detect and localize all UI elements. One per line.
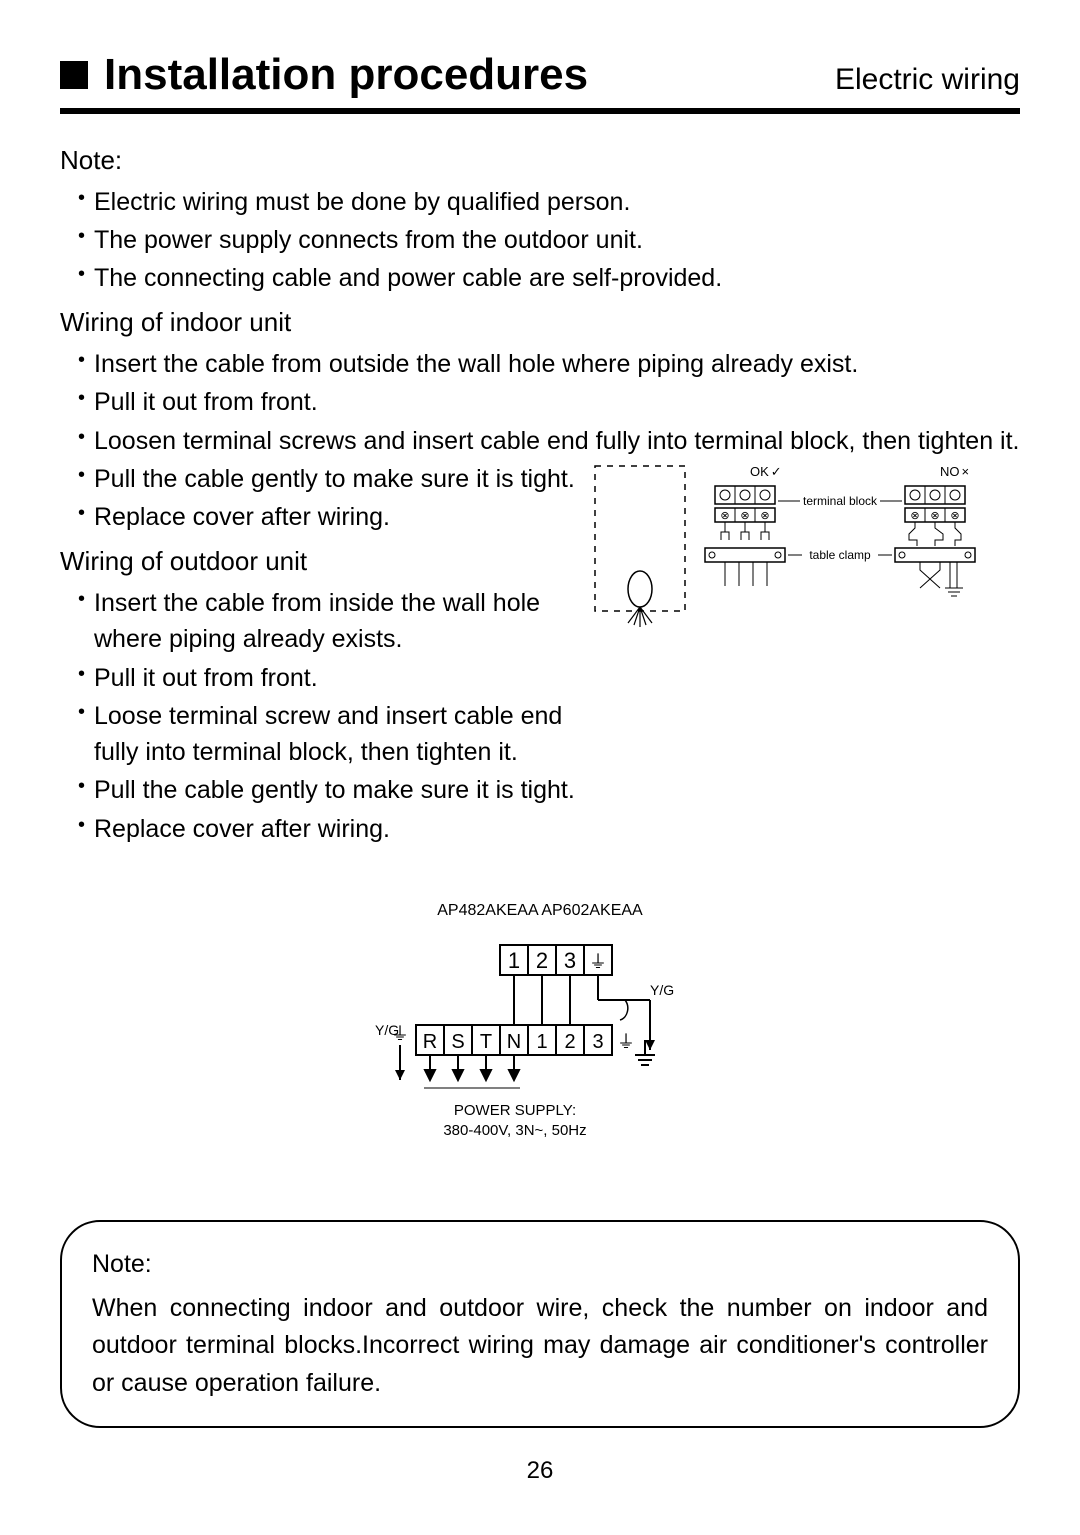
wiring-diagram: AP482AKEAA AP602AKEAA 1 2 3 ⏚ Y/G [60, 899, 1020, 1160]
svg-text:⊗: ⊗ [740, 510, 749, 522]
power-supply-label: POWER SUPPLY: [454, 1102, 576, 1119]
list-item: Replace cover after wiring. [78, 811, 590, 847]
ok-label: OK✓ [750, 464, 782, 479]
svg-text:2: 2 [564, 1031, 575, 1053]
main-title: Installation procedures [104, 50, 588, 100]
list-item: Insert the cable from outside the wall h… [78, 346, 1020, 382]
svg-text:⊗: ⊗ [950, 510, 959, 522]
page-subtitle: Electric wiring [835, 63, 1020, 97]
svg-text:⏚: ⏚ [617, 1032, 635, 1052]
model-labels: AP482AKEAA AP602AKEAA [437, 899, 642, 922]
svg-text:2: 2 [536, 948, 548, 973]
svg-text:1: 1 [536, 1031, 547, 1053]
note-label: Note: [60, 142, 1020, 180]
list-item: Pull the cable gently to make sure it is… [78, 461, 590, 497]
list-item: Insert the cable from inside the wall ho… [78, 585, 590, 658]
list-item: The power supply connects from the outdo… [78, 222, 1020, 258]
svg-text:R: R [423, 1031, 437, 1053]
indoor-list: Insert the cable from outside the wall h… [60, 346, 1020, 459]
power-supply-spec: 380-400V, 3N~, 50Hz [443, 1122, 586, 1139]
header-rule [60, 108, 1020, 114]
svg-text:⏚: ⏚ [589, 952, 607, 972]
page-header: Installation procedures Electric wiring [60, 50, 1020, 100]
note-box: Note: When connecting indoor and outdoor… [60, 1220, 1020, 1428]
svg-text:1: 1 [508, 948, 520, 973]
svg-text:⊗: ⊗ [910, 510, 919, 522]
svg-text:⏚: ⏚ [391, 1024, 409, 1044]
indoor-list-cont: Pull the cable gently to make sure it is… [60, 461, 590, 536]
list-item: The connecting cable and power cable are… [78, 260, 1020, 296]
list-item: Pull it out from front. [78, 384, 1020, 420]
indoor-label: Wiring of indoor unit [60, 304, 1020, 342]
table-clamp-label: table clamp [809, 548, 871, 562]
svg-text:N: N [507, 1031, 521, 1053]
svg-text:3: 3 [564, 948, 576, 973]
svg-text:S: S [451, 1031, 464, 1053]
list-item: Pull it out from front. [78, 660, 590, 696]
list-item: Pull the cable gently to make sure it is… [78, 772, 590, 808]
yg-label-right: Y/G [650, 982, 674, 998]
list-item: Electric wiring must be done by qualifie… [78, 184, 1020, 220]
outdoor-list: Insert the cable from inside the wall ho… [60, 585, 590, 847]
outdoor-label: Wiring of outdoor unit [60, 543, 590, 581]
terminal-diagram: OK✓ ⊗ ⊗ ⊗ [590, 461, 1020, 849]
note-box-text: When connecting indoor and outdoor wire,… [92, 1290, 988, 1403]
terminal-block-label: terminal block [803, 494, 878, 508]
no-label: NO× [940, 464, 969, 479]
title-group: Installation procedures [60, 50, 588, 100]
note-box-label: Note: [92, 1246, 988, 1284]
svg-text:⊗: ⊗ [930, 510, 939, 522]
ok-block: ⊗ ⊗ ⊗ [705, 486, 785, 586]
body-content: Note: Electric wiring must be done by qu… [60, 142, 1020, 1428]
list-item: Replace cover after wiring. [78, 499, 590, 535]
list-item: Loose terminal screw and insert cable en… [78, 698, 590, 771]
svg-text:T: T [480, 1031, 492, 1053]
svg-text:3: 3 [592, 1031, 603, 1053]
page-number: 26 [0, 1457, 1080, 1485]
square-bullet-icon [60, 61, 88, 89]
no-block: ⊗ ⊗ ⊗ [895, 486, 975, 596]
note-list: Electric wiring must be done by qualifie… [60, 184, 1020, 297]
svg-text:⊗: ⊗ [760, 510, 769, 522]
svg-text:⊗: ⊗ [720, 510, 729, 522]
list-item: Loosen terminal screws and insert cable … [78, 423, 1020, 459]
